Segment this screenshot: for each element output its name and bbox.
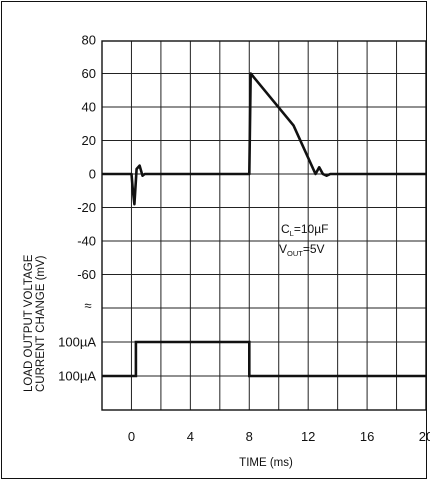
x-tick-label: 4 <box>187 429 194 444</box>
x-axis-label: TIME (ms) <box>239 457 293 469</box>
series-traces <box>102 72 426 378</box>
y-tick-label: 60 <box>82 66 96 81</box>
current-trace <box>102 340 426 378</box>
voltage-trace <box>102 72 426 206</box>
x-tick-label: 20 <box>419 429 430 444</box>
plot-border <box>101 40 427 411</box>
plot-area-border <box>101 40 427 411</box>
x-tick-label: 12 <box>301 429 315 444</box>
y-tick-label: -60 <box>77 267 96 282</box>
y-tick-label-current: 100µA <box>58 369 96 384</box>
y-tick-label-current: 100µA <box>58 335 96 350</box>
annotation-output-voltage: VOUT=5V <box>279 242 325 258</box>
y-tick-label: -40 <box>77 234 96 249</box>
y-tick-label: 80 <box>82 33 96 48</box>
y-tick-label: 20 <box>82 133 96 148</box>
y-tick-label: 40 <box>82 100 96 115</box>
x-tick-label: 8 <box>246 429 253 444</box>
y-axis-label-line2: CURRENT CHANGE (mV) <box>35 255 47 392</box>
x-tick-label: 0 <box>128 429 135 444</box>
annotation-capacitance: CL=10µF <box>281 222 328 238</box>
y-tick-label: 0 <box>89 167 96 182</box>
y-tick-label: -20 <box>77 200 96 215</box>
x-tick-label: 16 <box>360 429 374 444</box>
grid <box>102 41 426 410</box>
y-axis-label-line1: LOAD OUTPUT VOLTAGE <box>23 254 35 392</box>
y-axis-break-symbol: ≈ <box>84 298 91 313</box>
x-tick-labels: 0 4 8 12 16 20 <box>128 429 430 444</box>
y-tick-labels: 80 60 40 20 0 -20 -40 -60 ≈100µA 100µA <box>58 33 96 384</box>
